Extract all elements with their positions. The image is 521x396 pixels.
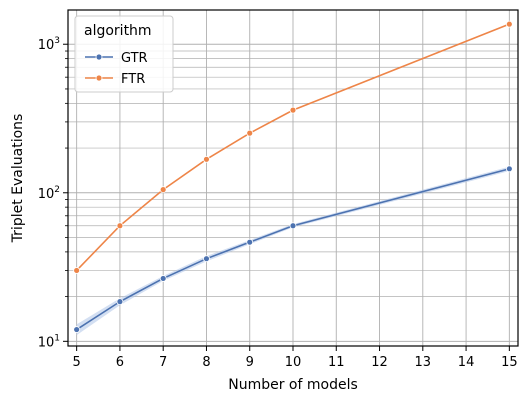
x-axis-ticks: 5 6 7 8 9 10 11 12 13 14 15: [73, 346, 518, 370]
x-axis-title: Number of models: [228, 377, 358, 392]
legend-label-gtr: GTR: [121, 51, 148, 66]
x-tick-label: 13: [415, 355, 432, 370]
legend-entries: GTR FTR: [85, 51, 148, 87]
data-point-gtr: [73, 326, 81, 333]
data-point-gtr: [246, 238, 254, 246]
data-point-ftr: [116, 222, 124, 230]
legend-box: [74, 15, 174, 93]
x-tick-label: 5: [73, 355, 81, 370]
x-tick-label: 9: [246, 355, 254, 370]
y-axis-title: Triplet Evaluations: [10, 114, 26, 244]
series-markers: [73, 20, 513, 333]
y-axis-ticks: 101 102 103: [38, 36, 68, 350]
x-tick-label: 15: [501, 355, 518, 370]
data-point-gtr: [289, 222, 297, 230]
x-tick-label: 11: [328, 355, 345, 370]
data-point-ftr: [505, 20, 513, 28]
data-point-ftr: [289, 106, 297, 114]
data-point-gtr: [505, 165, 513, 173]
legend-marker-gtr: [95, 53, 103, 61]
data-point-gtr: [159, 275, 167, 282]
data-point-ftr: [246, 129, 254, 137]
x-tick-label: 14: [458, 355, 475, 370]
y-tick-label: 103: [38, 36, 60, 53]
data-point-ftr: [73, 267, 81, 274]
legend: algorithm GTR FTR: [74, 15, 174, 93]
legend-title: algorithm: [84, 23, 152, 39]
x-tick-label: 6: [116, 355, 124, 370]
x-tick-label: 7: [159, 355, 167, 370]
data-point-gtr: [116, 298, 124, 306]
x-tick-label: 12: [371, 355, 388, 370]
x-tick-label: 10: [285, 355, 302, 370]
data-point-ftr: [203, 155, 210, 163]
data-point-ftr: [159, 186, 167, 194]
x-tick-label: 8: [202, 355, 210, 370]
legend-label-ftr: FTR: [121, 72, 145, 87]
legend-marker-ftr: [95, 74, 103, 82]
y-tick-label: 101: [38, 333, 60, 350]
data-point-gtr: [203, 255, 210, 263]
y-tick-label: 102: [38, 185, 60, 202]
